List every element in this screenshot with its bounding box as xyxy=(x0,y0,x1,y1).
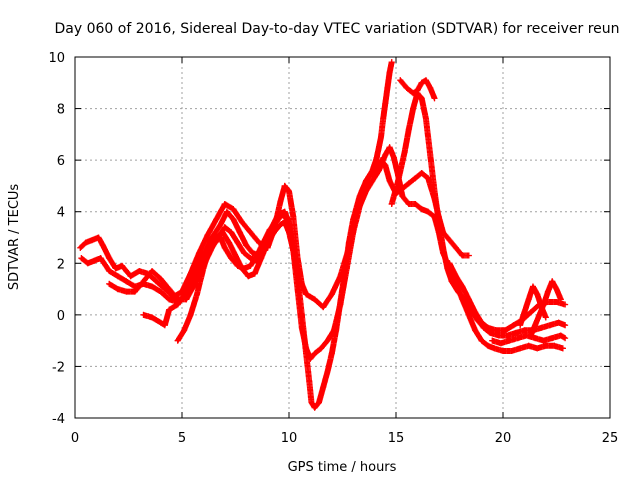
axis-ticks xyxy=(74,56,611,419)
y-tick-label: -2 xyxy=(52,360,65,375)
x-tick-label: 20 xyxy=(495,431,512,446)
x-tick-label: 15 xyxy=(388,431,405,446)
series-track-5 xyxy=(174,59,395,411)
series-track-9 xyxy=(489,332,569,347)
x-tick-label: 10 xyxy=(281,431,298,446)
series-markers xyxy=(446,260,569,334)
x-tick-labels: 0 5 10 15 20 25 xyxy=(71,431,618,446)
grid-lines xyxy=(75,57,610,418)
y-tick-label: 8 xyxy=(57,103,65,118)
series-markers xyxy=(527,278,564,339)
series-track-10 xyxy=(517,283,549,329)
series-markers xyxy=(397,77,438,102)
y-axis-title: SDTVAR / TECUs xyxy=(7,184,22,291)
x-axis-title: GPS time / hours xyxy=(288,460,397,475)
y-tick-label: 10 xyxy=(48,51,65,66)
y-tick-label: 4 xyxy=(57,206,65,221)
series-track-7 xyxy=(388,90,569,339)
series-track-4 xyxy=(140,219,280,329)
series-markers xyxy=(174,59,395,411)
y-tick-label: -4 xyxy=(52,412,65,427)
data-points xyxy=(77,59,569,411)
plot-area-frame xyxy=(74,56,611,419)
series-markers xyxy=(489,332,569,347)
y-tick-label: 0 xyxy=(57,309,65,324)
series-track-1 xyxy=(77,157,472,311)
y-tick-labels: -4 -2 0 2 4 6 8 10 xyxy=(48,51,65,427)
y-tick-label: 6 xyxy=(57,154,65,169)
chart-title: Day 060 of 2016, Sidereal Day-to-day VTE… xyxy=(54,21,619,37)
x-tick-label: 0 xyxy=(71,431,79,446)
x-tick-label: 5 xyxy=(178,431,186,446)
y-tick-label: 2 xyxy=(57,257,65,272)
series-track-6 xyxy=(397,77,438,102)
series-track-11 xyxy=(527,278,564,339)
x-tick-label: 25 xyxy=(602,431,619,446)
